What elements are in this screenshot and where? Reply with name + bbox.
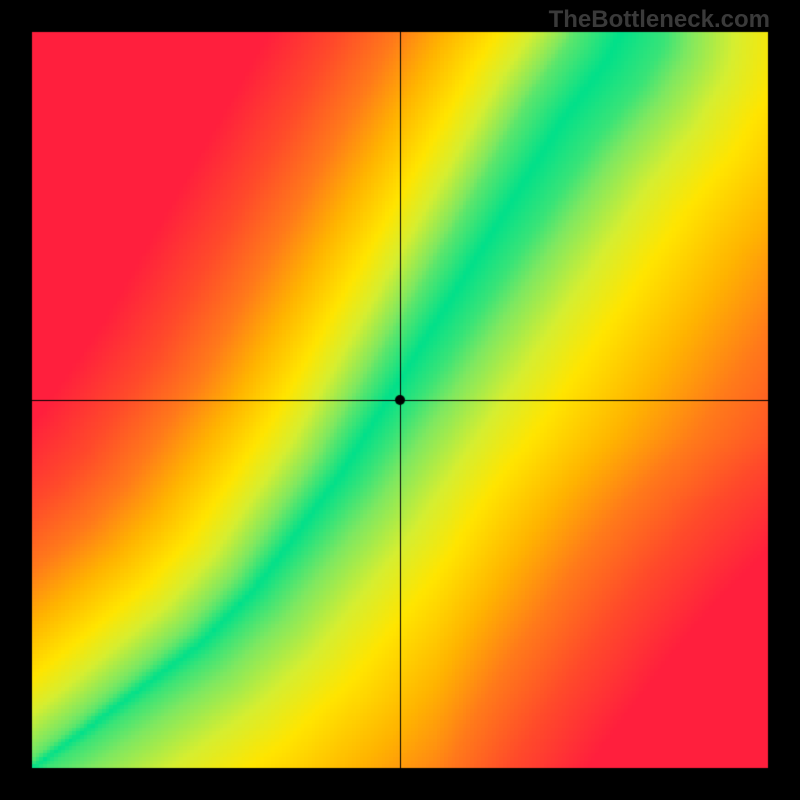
chart-container: TheBottleneck.com — [0, 0, 800, 800]
watermark-text: TheBottleneck.com — [549, 6, 770, 34]
bottleneck-heatmap — [0, 0, 800, 800]
